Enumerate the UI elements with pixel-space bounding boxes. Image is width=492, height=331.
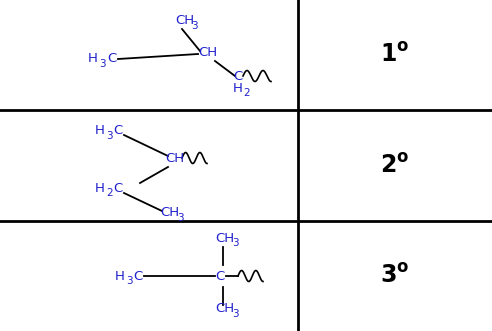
Text: CH: CH — [198, 46, 217, 60]
Text: CH: CH — [165, 152, 184, 165]
Text: C: C — [113, 124, 122, 137]
Text: $\mathbf{3^o}$: $\mathbf{3^o}$ — [380, 264, 409, 288]
Text: H: H — [95, 181, 105, 195]
Text: C: C — [233, 70, 242, 82]
Text: C: C — [107, 53, 116, 66]
Text: H: H — [88, 53, 98, 66]
Text: 3: 3 — [191, 21, 198, 31]
Text: C: C — [215, 269, 224, 282]
Text: H: H — [95, 124, 105, 137]
Text: CH: CH — [215, 303, 234, 315]
Text: $\mathbf{1^o}$: $\mathbf{1^o}$ — [380, 43, 409, 67]
Text: 3: 3 — [99, 59, 106, 69]
Text: C: C — [133, 269, 142, 282]
Text: C: C — [113, 181, 122, 195]
Text: H: H — [233, 81, 243, 94]
Text: CH: CH — [160, 207, 179, 219]
Text: 3: 3 — [177, 213, 184, 223]
Text: CH: CH — [215, 231, 234, 245]
Text: $\mathbf{2^o}$: $\mathbf{2^o}$ — [380, 154, 409, 178]
Text: 3: 3 — [232, 309, 239, 319]
Text: 3: 3 — [232, 238, 239, 248]
Text: CH: CH — [175, 15, 194, 27]
Text: 2: 2 — [243, 88, 249, 98]
Text: 2: 2 — [106, 188, 113, 198]
Text: 3: 3 — [126, 276, 133, 286]
Text: H: H — [115, 269, 125, 282]
Text: 3: 3 — [106, 131, 113, 141]
